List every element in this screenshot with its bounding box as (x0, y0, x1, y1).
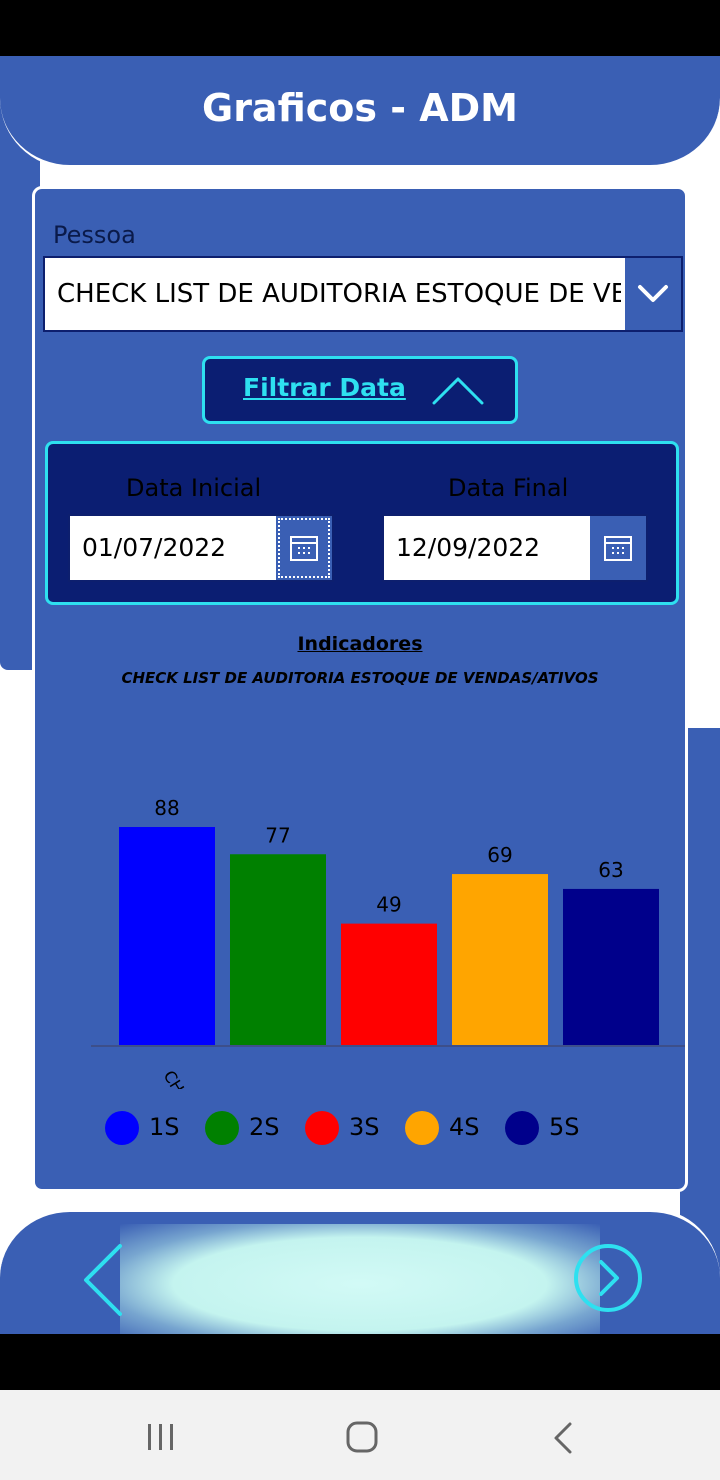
legend-label: 3S (349, 1113, 380, 1141)
pessoa-dropdown-value: CHECK LIST DE AUDITORIA ESTOQUE DE VENDA… (57, 279, 621, 309)
data-inicial-field[interactable]: 01/07/2022 (68, 514, 334, 582)
legend-label: 5S (549, 1113, 580, 1141)
data-label-1S: 88 (154, 796, 179, 820)
dropdown-toggle-button[interactable] (625, 258, 681, 330)
header: Graficos - ADM (0, 56, 720, 168)
app-screen: Graficos - ADM Pessoa CHECK LIST DE AUDI… (0, 56, 720, 1334)
filtrar-data-button[interactable]: Filtrar Data (202, 356, 518, 424)
home-icon[interactable] (342, 1420, 382, 1456)
filter-panel: Pessoa CHECK LIST DE AUDITORIA ESTOQUE D… (32, 186, 688, 1192)
data-inicial-value: 01/07/2022 (82, 533, 227, 562)
x-tick-label: CHECK ... (160, 1067, 216, 1089)
data-final-calendar-button[interactable] (590, 516, 646, 580)
pessoa-label: Pessoa (53, 221, 136, 249)
bar-3S[interactable] (341, 923, 437, 1045)
data-final-field[interactable]: 12/09/2022 (382, 514, 648, 582)
footer-nav (0, 1208, 720, 1334)
data-final-label: Data Final (448, 474, 569, 502)
data-label-4S: 69 (487, 843, 512, 867)
chevron-up-icon (432, 377, 484, 405)
bar-1S[interactable] (119, 827, 215, 1045)
bar-chart: 88 77 49 69 63 CHECK ... (91, 796, 685, 1089)
date-filter-box: Data Inicial Data Final 01/07/2022 12/09… (45, 441, 679, 605)
legend-swatch (305, 1111, 339, 1145)
chart-title: Indicadores (297, 633, 423, 655)
data-inicial-label: Data Inicial (126, 474, 262, 502)
legend-label: 1S (149, 1113, 180, 1141)
pessoa-dropdown[interactable]: CHECK LIST DE AUDITORIA ESTOQUE DE VENDA… (43, 256, 683, 332)
recents-icon[interactable] (142, 1420, 182, 1456)
legend-label: 4S (449, 1113, 480, 1141)
legend-swatch (205, 1111, 239, 1145)
chevron-right-circle-icon[interactable] (572, 1242, 644, 1314)
legend-swatch (505, 1111, 539, 1145)
data-label-5S: 63 (598, 858, 623, 882)
calendar-icon (604, 536, 632, 561)
legend-swatch (405, 1111, 439, 1145)
page-title: Graficos - ADM (202, 86, 518, 130)
chart-subtitle: CHECK LIST DE AUDITORIA ESTOQUE DE VENDA… (121, 669, 599, 687)
back-icon[interactable] (544, 1420, 584, 1456)
bar-4S[interactable] (452, 874, 548, 1045)
data-final-value: 12/09/2022 (396, 533, 541, 562)
legend-label: 2S (249, 1113, 280, 1141)
bar-2S[interactable] (230, 854, 326, 1045)
legend-swatch (105, 1111, 139, 1145)
data-label-2S: 77 (265, 823, 290, 847)
chevron-left-icon[interactable] (80, 1242, 126, 1318)
footer-glow (120, 1224, 600, 1334)
filtrar-data-label: Filtrar Data (243, 373, 406, 402)
data-label-3S: 49 (376, 893, 401, 917)
bar-5S[interactable] (563, 888, 659, 1045)
calendar-icon (290, 536, 318, 561)
data-inicial-calendar-button[interactable] (276, 516, 332, 580)
system-nav-bar (0, 1390, 720, 1480)
chevron-down-icon (638, 285, 668, 302)
